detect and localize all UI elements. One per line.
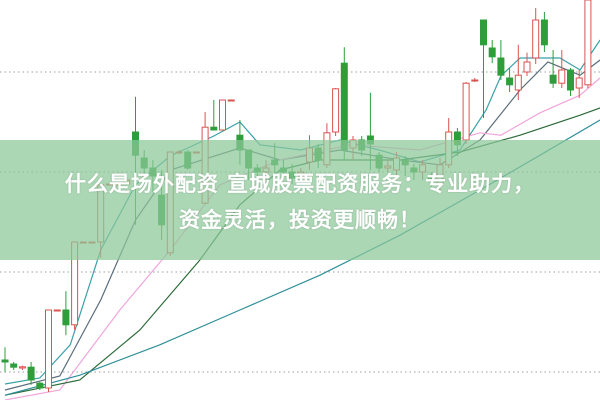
candle-body: [340, 62, 348, 151]
banner-line-2: 资金灵活，投资更顺畅！: [179, 208, 421, 232]
candle-body: [532, 19, 540, 59]
banner-line-1: 什么是场外配资 宣城股票配资服务：专业助力，: [64, 172, 536, 196]
candle-body: [497, 57, 505, 76]
candle-body: [540, 19, 548, 46]
candle-body: [549, 74, 557, 84]
candle-body: [575, 77, 583, 89]
candle-body: [514, 74, 522, 91]
candle-body: [567, 69, 574, 91]
candle-body: [53, 309, 61, 312]
candle-body: [1, 359, 9, 363]
candle-body: [471, 79, 479, 82]
candle-body: [210, 126, 218, 131]
candle-body: [584, 0, 592, 86]
candle-body: [558, 69, 566, 84]
candle-body: [227, 99, 235, 102]
candle-body: [523, 61, 531, 73]
candle-body: [45, 309, 52, 389]
candle-body: [462, 82, 470, 141]
candle-body: [219, 99, 226, 131]
candle-body: [10, 363, 18, 368]
candle-body: [62, 309, 70, 326]
title-banner: 什么是场外配资 宣城股票配资服务：专业助力， 资金灵活，投资更顺畅！: [0, 140, 600, 260]
candle-body: [18, 366, 26, 369]
candle-body: [36, 382, 44, 389]
candle-body: [480, 19, 487, 46]
candle-body: [488, 47, 496, 58]
candle-body: [332, 88, 340, 133]
candle-body: [27, 366, 35, 381]
candle-body: [506, 77, 514, 86]
